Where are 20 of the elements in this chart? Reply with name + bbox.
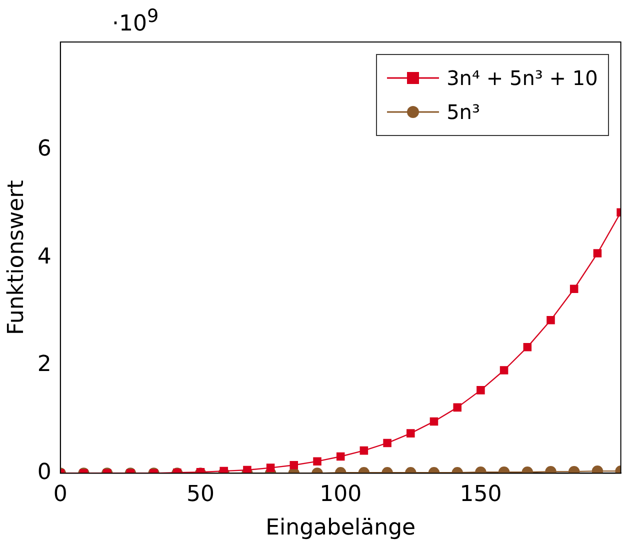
- point: [523, 342, 532, 352]
- x-tick-label: 0: [53, 482, 68, 508]
- legend-label: 5n³: [446, 100, 480, 124]
- point: [593, 249, 602, 258]
- x-tick-label: 150: [460, 482, 502, 508]
- y-tick-label: 6: [37, 136, 52, 162]
- y-axis-title: Funktionswert: [4, 180, 29, 336]
- point: [453, 403, 462, 412]
- point: [500, 366, 508, 374]
- y-tick-label: 0: [37, 460, 52, 485]
- point: [476, 386, 485, 394]
- point: [546, 316, 555, 324]
- y-tick-label: 4: [37, 244, 52, 270]
- y-tick-label: 2: [37, 352, 52, 378]
- x-tick-label: 100: [320, 482, 362, 508]
- x-axis-title: Eingabelänge: [266, 516, 416, 541]
- point: [570, 284, 578, 293]
- x-tick-label: 50: [186, 482, 214, 508]
- text: ·10$^{9}$: [112, 6, 159, 36]
- legend-label: 3n⁴ + 5n³ + 10: [446, 66, 598, 90]
